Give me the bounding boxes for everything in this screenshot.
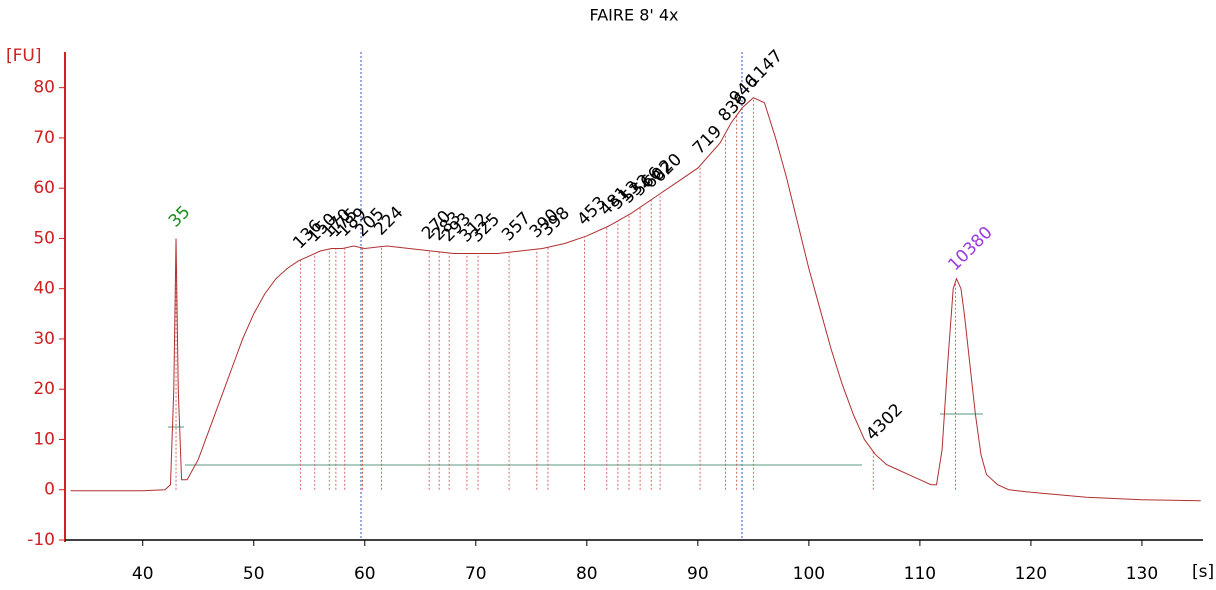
x-axis-label: [s] [1192, 562, 1214, 582]
y-tick-label: 70 [33, 128, 55, 148]
x-tick-label: 70 [465, 564, 487, 584]
peak-label: 1147 [742, 46, 787, 91]
y-tick-label: 50 [33, 228, 55, 248]
y-tick-label: 60 [33, 178, 55, 198]
y-tick-label: 80 [33, 78, 55, 98]
trace [70, 97, 1201, 502]
y-tick-label: 10 [33, 429, 55, 449]
x-tick-label: 80 [576, 564, 598, 584]
x-tick-label: 120 [1015, 564, 1047, 584]
y-tick-label: 40 [33, 279, 55, 299]
y-tick-label: 30 [33, 329, 55, 349]
y-tick-label: 20 [33, 379, 55, 399]
x-tick-label: 100 [793, 564, 825, 584]
peak-label: 719 [689, 122, 726, 159]
x-tick-label: 110 [904, 564, 936, 584]
peak-label: 35 [165, 202, 194, 231]
x-tick-label: 130 [1126, 564, 1158, 584]
peak-label: 4302 [862, 400, 907, 445]
y-tick-label: -10 [27, 530, 55, 550]
y-tick-label: 0 [44, 480, 55, 500]
y-axis-label: [FU] [6, 46, 42, 66]
chart-title: FAIRE 8' 4x [589, 6, 678, 25]
peak-label: 10380 [944, 223, 996, 275]
x-tick-label: 90 [687, 564, 709, 584]
x-tick-label: 40 [132, 564, 154, 584]
x-tick-label: 50 [243, 564, 265, 584]
x-tick-label: 60 [354, 564, 376, 584]
